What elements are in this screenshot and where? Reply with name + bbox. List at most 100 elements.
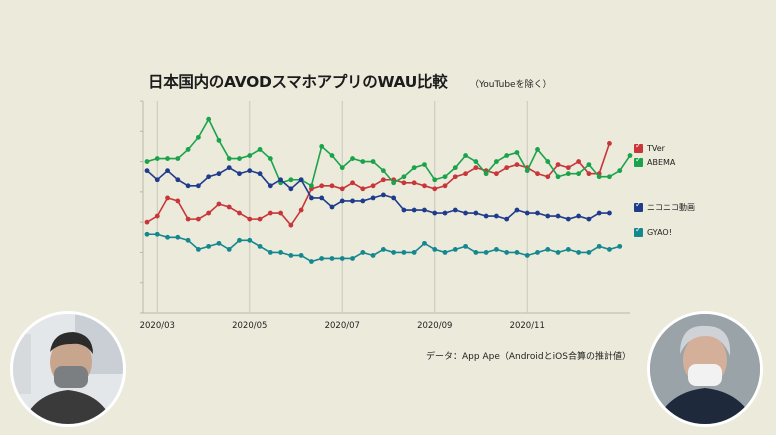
data-point: [422, 207, 427, 213]
data-point: [504, 250, 510, 255]
data-point: [350, 256, 355, 261]
data-point: [586, 216, 592, 222]
legend-item-gyao: GYAO!: [634, 225, 672, 237]
legend-swatch-gyao: [634, 225, 643, 237]
data-point: [494, 247, 499, 252]
data-point: [463, 210, 468, 216]
series-line-2: [146, 166, 610, 221]
data-point: [237, 237, 242, 243]
data-point: [627, 153, 633, 158]
data-point: [380, 247, 386, 252]
data-point: [226, 204, 232, 210]
data-point: [278, 177, 283, 183]
data-point: [452, 174, 458, 180]
data-point: [380, 168, 386, 174]
data-point: [206, 174, 212, 180]
data-point: [319, 195, 325, 201]
x-tick-label: 2020/03: [140, 321, 175, 331]
data-point: [411, 180, 417, 186]
data-point: [206, 210, 212, 216]
data-point: [226, 247, 232, 252]
data-point: [165, 168, 170, 174]
data-point: [309, 183, 314, 189]
data-point: [607, 174, 612, 180]
data-point: [144, 159, 150, 164]
data-point: [195, 247, 201, 252]
data-point: [309, 259, 314, 264]
data-point: [370, 159, 376, 164]
chart-series-group: [144, 116, 633, 264]
data-point: [452, 247, 458, 252]
data-point: [576, 171, 582, 177]
data-point: [391, 250, 397, 255]
data-point: [391, 195, 397, 201]
chart-title: 日本国内のAVODスマホアプリのWAU比較: [148, 73, 448, 91]
data-point: [237, 156, 242, 161]
data-point: [288, 177, 294, 183]
data-point: [185, 216, 191, 222]
data-point: [473, 159, 479, 164]
data-point: [463, 171, 468, 177]
legend-swatch-abema: [634, 155, 643, 167]
data-point: [339, 198, 345, 204]
x-tick-label: 2020/05: [232, 321, 267, 331]
data-point: [545, 247, 551, 252]
data-point: [514, 150, 520, 155]
data-point: [350, 198, 355, 204]
data-point: [422, 240, 427, 246]
data-point: [576, 250, 582, 255]
data-point: [432, 210, 438, 216]
data-point: [185, 147, 191, 152]
participant-video-left: [10, 311, 126, 427]
data-point: [154, 213, 160, 219]
data-point: [596, 243, 602, 249]
data-point: [391, 180, 397, 186]
data-point: [319, 183, 325, 189]
data-point: [288, 222, 294, 228]
data-point: [329, 204, 335, 210]
x-axis-ticks: 2020/03 2020/05 2020/07 2020/09 2020/11: [140, 321, 545, 331]
series-line-0: [146, 143, 611, 227]
data-point: [339, 256, 345, 261]
data-point: [309, 195, 314, 201]
legend-item-niconico: ニコニコ動画: [634, 200, 695, 213]
data-point: [514, 207, 520, 213]
data-point: [267, 250, 273, 255]
data-point: [206, 243, 212, 249]
data-point: [247, 168, 253, 174]
data-point: [216, 240, 222, 246]
data-point: [339, 165, 345, 171]
data-point: [267, 156, 273, 161]
data-point: [360, 198, 366, 204]
data-point: [596, 174, 602, 180]
data-point: [586, 171, 592, 177]
data-point: [565, 165, 571, 171]
data-point: [535, 171, 540, 177]
data-point: [411, 165, 417, 171]
data-point: [329, 153, 335, 158]
data-point: [586, 250, 592, 255]
series-line-1: [146, 117, 631, 188]
data-point: [329, 183, 335, 189]
data-point: [411, 207, 417, 213]
legend-swatch-niconico: [634, 200, 643, 212]
participant-avatar-left: [13, 314, 123, 424]
data-point: [380, 192, 386, 198]
data-point: [298, 253, 304, 258]
legend-swatch-tver: [634, 141, 643, 153]
data-point: [175, 234, 181, 240]
data-point: [617, 243, 623, 249]
data-point: [411, 250, 417, 255]
data-point: [401, 207, 407, 213]
x-tick-label: 2020/11: [510, 321, 545, 331]
data-point: [319, 256, 325, 261]
data-point: [535, 147, 540, 152]
data-point: [380, 177, 386, 183]
data-point: [216, 171, 222, 177]
data-point: [514, 250, 520, 255]
legend-label-niconico: ニコニコ動画: [647, 203, 695, 212]
data-point: [175, 177, 181, 183]
data-point: [267, 183, 273, 189]
data-point: [504, 216, 510, 222]
data-point: [267, 210, 273, 216]
